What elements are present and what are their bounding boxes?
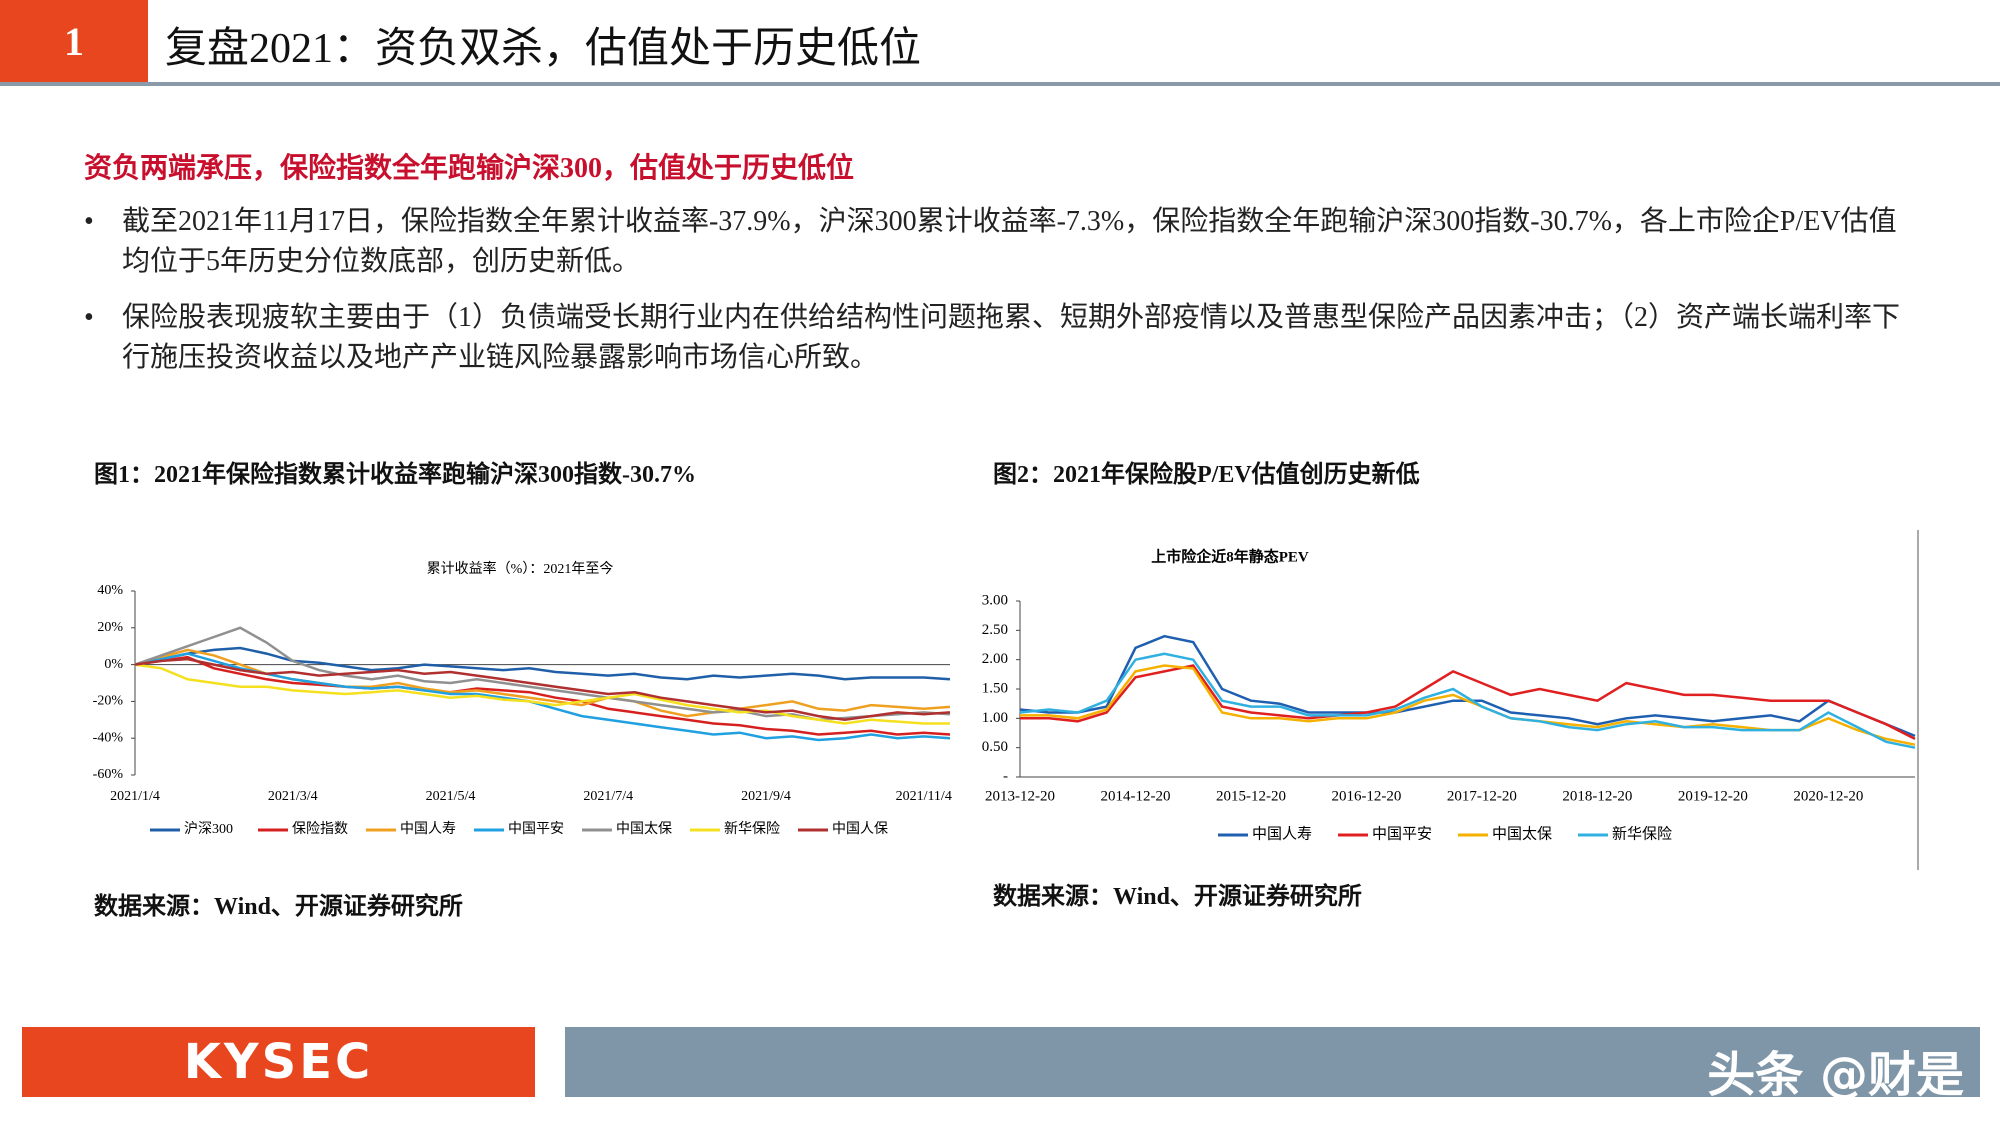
x-tick-label: 2019-12-20 bbox=[1678, 788, 1748, 804]
figure-source: 数据来源：Wind、开源证券研究所 bbox=[993, 884, 1362, 910]
bullet: 保险股表现疲软主要由于（1）负债端受长期行业内在供给结构性问题拖累、短期外部疫情… bbox=[84, 298, 1902, 378]
x-tick-label: 2020-12-20 bbox=[1793, 788, 1863, 804]
y-tick-label: 20% bbox=[97, 620, 123, 635]
logo: KYSEC bbox=[22, 1027, 535, 1097]
legend-label: 中国平安 bbox=[508, 821, 564, 837]
series-line bbox=[134, 657, 951, 722]
series-line bbox=[134, 652, 951, 742]
series-line bbox=[1019, 634, 1916, 738]
chart-title: 上市险企近8年静态PEV bbox=[1151, 547, 1309, 565]
y-tick-label: - bbox=[1003, 768, 1008, 784]
x-tick-label: 2015-12-20 bbox=[1216, 788, 1286, 804]
x-tick-label: 2017-12-20 bbox=[1447, 788, 1517, 804]
legend-label: 沪深300 bbox=[184, 821, 233, 837]
y-tick-label: 2.50 bbox=[982, 622, 1008, 638]
charts: 累计收益率（%）：2021年至今 -60% -40% -20% 0% 20% 40% 2021… bbox=[93, 530, 1919, 870]
x-tick-label: 2021/9/4 bbox=[741, 789, 791, 804]
legend-label: 中国人寿 bbox=[400, 820, 456, 837]
legend-label: 中国太保 bbox=[1492, 825, 1552, 842]
legend-label: 中国人保 bbox=[832, 821, 888, 837]
figure-caption: 图1：2021年保险指数累计收益率跑输沪深300指数-30.7% bbox=[94, 462, 696, 488]
x-tick-label: 2013-12-20 bbox=[985, 788, 1055, 804]
legend-label: 中国平安 bbox=[1372, 825, 1432, 842]
y-tick-label: -40% bbox=[93, 730, 124, 745]
x-tick-label: 2021/1/4 bbox=[110, 789, 160, 804]
legend-label: 中国人寿 bbox=[1252, 825, 1312, 842]
legend-label: 新华保险 bbox=[1612, 825, 1672, 842]
watermark: 头条 @财是 bbox=[1707, 1047, 1964, 1103]
x-tick-label: 2021/7/4 bbox=[583, 789, 633, 804]
series-line bbox=[1019, 652, 1916, 749]
x-tick-label: 2021/3/4 bbox=[268, 789, 318, 804]
x-tick-label: 2021/11/4 bbox=[896, 789, 952, 804]
series-line bbox=[134, 655, 951, 736]
y-tick-label: 3.00 bbox=[982, 592, 1008, 608]
y-tick-label: -20% bbox=[93, 694, 124, 709]
y-tick-label: 40% bbox=[97, 583, 123, 598]
page-title: 复盘2021：资负双杀，估值处于历史低位 bbox=[165, 26, 922, 72]
section-number: 1 bbox=[0, 0, 148, 82]
series-line bbox=[1020, 664, 1916, 741]
header-rule bbox=[0, 82, 2000, 86]
figure-source: 数据来源：Wind、开源证券研究所 bbox=[94, 894, 463, 920]
y-tick-label: 0% bbox=[104, 657, 123, 672]
x-tick-label: 2021/5/4 bbox=[426, 789, 476, 804]
x-tick-label: 2016-12-20 bbox=[1331, 788, 1401, 804]
series-line bbox=[134, 663, 950, 725]
legend-label: 新华保险 bbox=[724, 821, 780, 837]
legend-label: 中国太保 bbox=[616, 821, 672, 837]
y-tick-label: -60% bbox=[93, 767, 124, 782]
bullet: 截至2021年11月17日，保险指数全年累计收益率-37.9%，沪深300累计收… bbox=[84, 202, 1902, 282]
figure-caption: 图2：2021年保险股P/EV估值创历史新低 bbox=[993, 462, 1420, 488]
legend-label: 保险指数 bbox=[292, 821, 348, 837]
series-line bbox=[134, 646, 951, 681]
subtitle: 资负两端承压，保险指数全年跑输沪深300，估值处于历史低位 bbox=[84, 153, 855, 184]
x-tick-label: 2014-12-20 bbox=[1100, 788, 1170, 804]
y-tick-label: 1.00 bbox=[982, 710, 1008, 726]
chart-title: 累计收益率（%）：2021年至今 bbox=[427, 560, 614, 577]
y-tick-label: 2.00 bbox=[982, 651, 1008, 667]
y-tick-label: 0.50 bbox=[982, 739, 1008, 755]
x-tick-label: 2018-12-20 bbox=[1562, 788, 1632, 804]
y-tick-label: 1.50 bbox=[982, 680, 1008, 696]
footer-bar bbox=[565, 1027, 1980, 1097]
